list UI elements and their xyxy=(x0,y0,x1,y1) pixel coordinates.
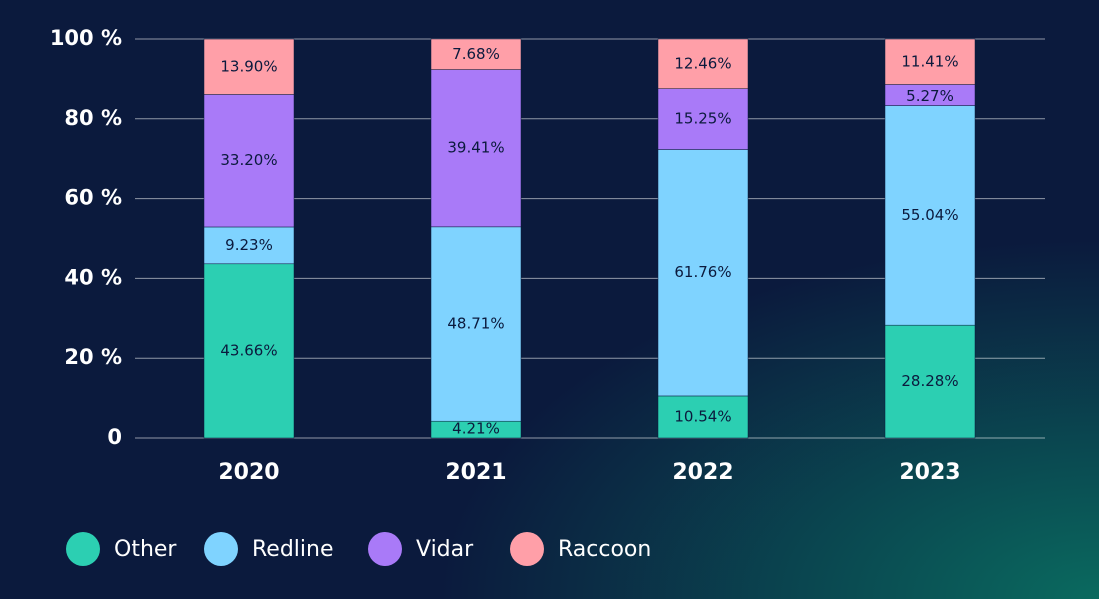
data-label: 55.04% xyxy=(901,206,958,224)
legend-label: Vidar xyxy=(416,537,474,562)
bar-segment xyxy=(203,38,295,95)
bar-segment xyxy=(884,105,976,326)
legend-swatch xyxy=(510,532,544,566)
legend-label: Redline xyxy=(252,537,334,562)
y-tick-label: 60 % xyxy=(64,186,122,210)
bar-segment xyxy=(430,38,522,70)
data-label: 4.21% xyxy=(452,420,500,438)
data-label: 5.27% xyxy=(906,87,954,105)
bar-segment xyxy=(430,226,522,422)
data-label: 11.41% xyxy=(901,52,958,70)
data-label: 48.71% xyxy=(447,315,504,333)
data-label: 7.68% xyxy=(452,45,500,63)
legend-swatch xyxy=(368,532,402,566)
bar-segment xyxy=(430,69,522,228)
data-label: 28.28% xyxy=(901,372,958,390)
bar-segment xyxy=(884,324,976,439)
data-label: 9.23% xyxy=(225,236,273,254)
data-label: 61.76% xyxy=(674,263,731,281)
data-label: 39.41% xyxy=(447,139,504,157)
y-tick-label: 100 % xyxy=(50,26,122,50)
bar-segment xyxy=(203,226,295,265)
legend-label: Raccoon xyxy=(558,537,651,562)
data-label: 43.66% xyxy=(220,341,277,359)
y-tick-label: 80 % xyxy=(64,106,122,130)
data-label: 15.25% xyxy=(674,110,731,128)
bar-segment xyxy=(657,149,749,397)
x-tick-label: 2020 xyxy=(218,460,279,485)
bar-segment xyxy=(657,88,749,150)
x-tick-label: 2021 xyxy=(445,460,506,485)
data-label: 10.54% xyxy=(674,407,731,425)
data-label: 12.46% xyxy=(674,54,731,72)
bar-segment xyxy=(657,395,749,439)
legend-label: Other xyxy=(114,537,177,562)
legend-swatch xyxy=(204,532,238,566)
bar-segment xyxy=(203,263,295,439)
data-label: 13.90% xyxy=(220,57,277,75)
bar-segment xyxy=(884,38,976,85)
x-tick-label: 2022 xyxy=(672,460,733,485)
bar-segment xyxy=(657,38,749,89)
x-tick-label: 2023 xyxy=(899,460,960,485)
data-label: 33.20% xyxy=(220,151,277,169)
y-tick-label: 20 % xyxy=(64,345,122,369)
y-tick-label: 0 xyxy=(107,425,122,449)
legend-swatch xyxy=(66,532,100,566)
y-tick-label: 40 % xyxy=(64,265,122,289)
